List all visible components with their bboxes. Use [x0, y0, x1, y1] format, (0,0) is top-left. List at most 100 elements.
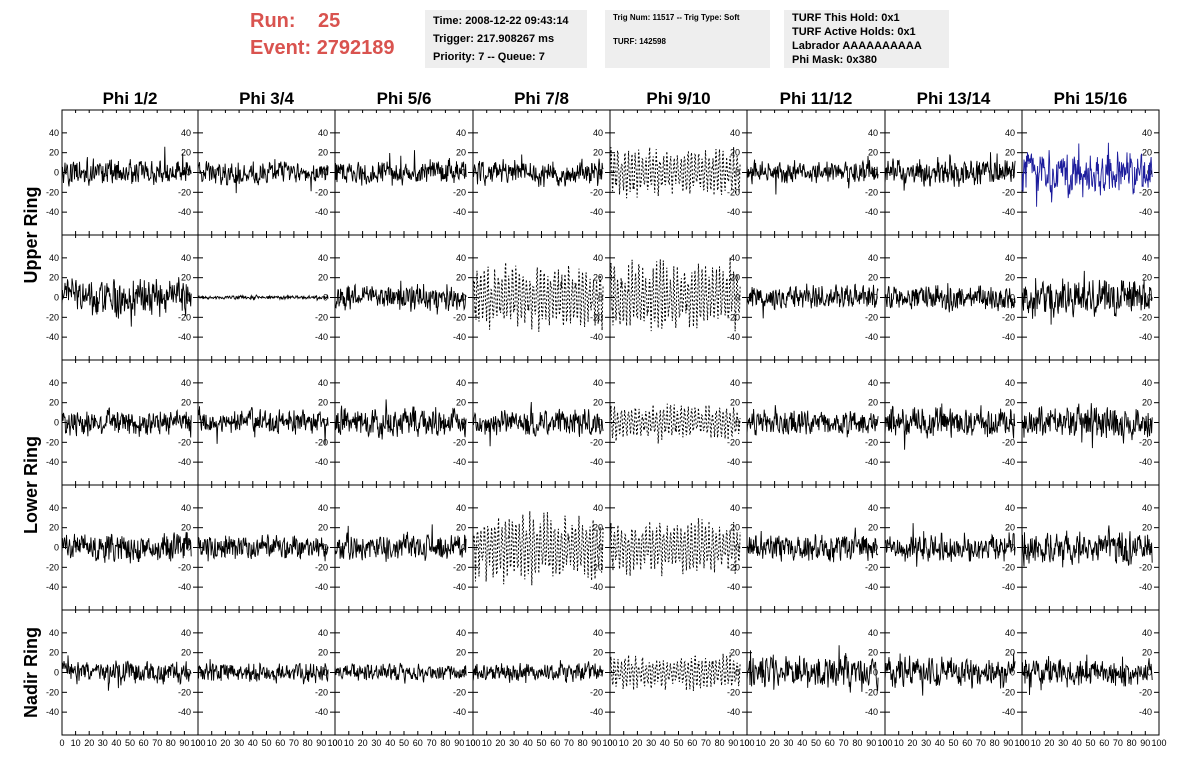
y-tick-label: -20: [453, 187, 466, 197]
y-tick-label: -20: [727, 562, 740, 572]
y-tick-label: 0: [1010, 668, 1015, 678]
y-tick-label: -20: [590, 437, 603, 447]
y-tick-label: -20: [453, 312, 466, 322]
y-tick-label: 40: [49, 128, 59, 138]
x-tick-label: 40: [248, 738, 258, 748]
column-header-7: Phi 13/14: [917, 89, 991, 108]
x-tick-label: 40: [935, 738, 945, 748]
y-tick-label: -40: [865, 582, 878, 592]
x-tick-label: 0: [59, 738, 64, 748]
turf-info-box: TURF This Hold: 0x1 TURF Active Holds: 0…: [784, 10, 949, 68]
turf-line: TURF: 142598: [613, 37, 666, 46]
waveform-trace: [884, 403, 1016, 450]
y-tick-label: -40: [46, 207, 59, 217]
column-header-5: Phi 9/10: [646, 89, 710, 108]
x-tick-label: 60: [1099, 738, 1109, 748]
y-tick-label: 40: [1005, 128, 1015, 138]
waveform-trace: [1021, 142, 1153, 207]
y-tick-label: 20: [593, 648, 603, 658]
waveform-trace: [609, 652, 741, 692]
y-tick-label: -40: [315, 582, 328, 592]
y-tick-label: 40: [1142, 628, 1152, 638]
y-tick-label: 20: [181, 648, 191, 658]
x-tick-label: 10: [482, 738, 492, 748]
waveform-trace: [746, 645, 879, 693]
y-tick-label: -20: [315, 187, 328, 197]
waveform-trace: [334, 524, 467, 562]
y-tick-label: -40: [1139, 207, 1152, 217]
y-tick-label: -20: [590, 562, 603, 572]
y-tick-label: -20: [1002, 687, 1015, 697]
x-tick-label: 0: [332, 738, 337, 748]
y-tick-label: 0: [598, 668, 603, 678]
y-tick-label: -40: [46, 707, 59, 717]
y-tick-label: -40: [46, 582, 59, 592]
y-tick-label: -20: [178, 562, 191, 572]
waveform-trace: [334, 662, 467, 684]
y-tick-label: 0: [54, 543, 59, 553]
waveform-trace: [61, 146, 192, 187]
y-tick-label: -40: [727, 457, 740, 467]
panel-r1-c7: -40 -20 0 20 40: [884, 109, 1023, 236]
y-tick-label: 20: [868, 148, 878, 158]
y-tick-label: 20: [1005, 398, 1015, 408]
x-tick-label: 30: [921, 738, 931, 748]
x-tick-label: 30: [1058, 738, 1068, 748]
y-tick-label: 20: [49, 523, 59, 533]
y-tick-label: -20: [1139, 437, 1152, 447]
x-tick-label: 50: [1085, 738, 1095, 748]
y-tick-label: 20: [181, 273, 191, 283]
y-tick-label: 0: [735, 168, 740, 178]
y-tick-label: 20: [1142, 398, 1152, 408]
x-tick-label: 100: [465, 738, 480, 748]
waveform-trace: [884, 523, 1016, 567]
y-tick-label: -40: [1002, 707, 1015, 717]
y-tick-label: -20: [865, 687, 878, 697]
y-tick-label: -20: [727, 312, 740, 322]
x-tick-label: 0: [744, 738, 749, 748]
y-tick-label: 20: [868, 523, 878, 533]
y-tick-label: 20: [1005, 148, 1015, 158]
x-tick-label: 100: [739, 738, 754, 748]
y-tick-label: -20: [1139, 562, 1152, 572]
x-tick-label: 90: [591, 738, 601, 748]
y-tick-label: -20: [178, 687, 191, 697]
panel-r1-c3: -40 -20 0 20 40: [334, 109, 474, 236]
y-tick-label: -40: [590, 707, 603, 717]
row-label-3: Nadir Ring: [21, 627, 41, 718]
y-tick-label: -20: [590, 187, 603, 197]
waveform-trace: [472, 262, 604, 332]
x-tick-label: 90: [866, 738, 876, 748]
y-tick-label: 40: [730, 503, 740, 513]
x-tick-label: 40: [660, 738, 670, 748]
x-tick-label: 10: [207, 738, 217, 748]
y-tick-label: -40: [865, 332, 878, 342]
y-tick-label: 40: [181, 378, 191, 388]
y-tick-label: 20: [318, 648, 328, 658]
waveform-trace: [746, 405, 879, 438]
x-tick-label: 40: [385, 738, 395, 748]
x-tick-label: 80: [715, 738, 725, 748]
y-tick-label: -40: [453, 457, 466, 467]
x-tick-label: 90: [728, 738, 738, 748]
y-tick-label: -40: [453, 707, 466, 717]
x-tick-label: 50: [948, 738, 958, 748]
x-tick-label: 20: [358, 738, 368, 748]
y-tick-label: 0: [54, 168, 59, 178]
y-tick-label: 40: [1142, 128, 1152, 138]
phi-mask-line: Phi Mask: 0x380: [792, 54, 877, 66]
column-header-6: Phi 11/12: [780, 89, 853, 108]
y-tick-label: -40: [727, 207, 740, 217]
waveform-trace: [197, 294, 329, 302]
y-tick-label: 0: [873, 168, 878, 178]
y-tick-label: -40: [453, 582, 466, 592]
column-header-2: Phi 3/4: [239, 89, 294, 108]
waveform-trace: [746, 155, 879, 195]
